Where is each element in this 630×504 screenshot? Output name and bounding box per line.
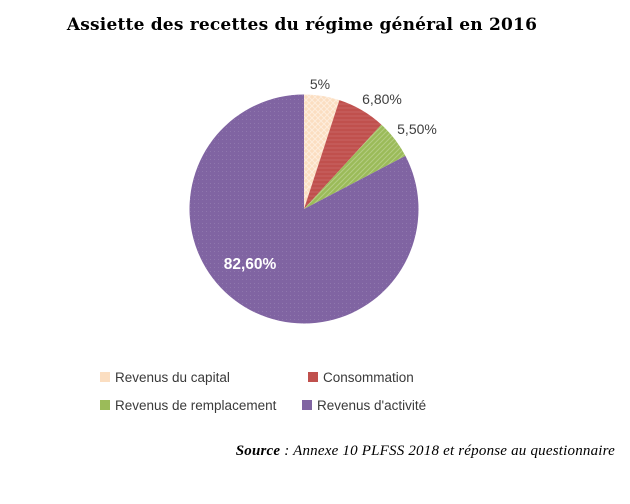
pie-data-label-revenus-du-capital: 5% bbox=[309, 76, 331, 92]
legend-label-revenus-d-activite: Revenus d'activité bbox=[317, 397, 427, 413]
pie-slice-texture-2 bbox=[304, 124, 406, 209]
legend-swatch-revenus-de-remplacement bbox=[100, 400, 110, 410]
source-note: Source : Annexe 10 PLFSS 2018 et réponse… bbox=[236, 443, 615, 460]
pie-data-label-revenus-de-remplacement: 5,50% bbox=[397, 121, 437, 137]
legend-label-revenus-de-remplacement: Revenus de remplacement bbox=[115, 397, 277, 413]
legend-swatch-revenus-d-activite bbox=[302, 400, 312, 410]
legend-item-revenus-de-remplacement: Revenus de remplacement bbox=[100, 397, 277, 413]
source-label: Source bbox=[235, 443, 281, 459]
pie-chart bbox=[189, 94, 419, 324]
legend-label-consommation: Consommation bbox=[323, 369, 414, 385]
legend-label-revenus-du-capital: Revenus du capital bbox=[115, 369, 230, 385]
pie-slice-texture-0 bbox=[304, 94, 340, 209]
pie-slice-texture-1 bbox=[304, 100, 382, 209]
pie-data-label-consommation: 6,80% bbox=[362, 91, 402, 107]
legend-item-consommation: Consommation bbox=[308, 369, 414, 385]
legend-swatch-consommation bbox=[308, 372, 318, 382]
source-text: : Annexe 10 PLFSS 2018 et réponse au que… bbox=[280, 443, 615, 459]
pie-data-label-revenus-d-activite: 82,60% bbox=[223, 256, 277, 273]
legend-swatch-revenus-du-capital bbox=[100, 372, 110, 382]
pie-slice-texture-3 bbox=[189, 94, 419, 324]
legend-item-revenus-du-capital: Revenus du capital bbox=[100, 369, 230, 385]
legend-item-revenus-d-activite: Revenus d'activité bbox=[302, 397, 427, 413]
chart-title: Assiette des recettes du régime général … bbox=[66, 15, 538, 35]
